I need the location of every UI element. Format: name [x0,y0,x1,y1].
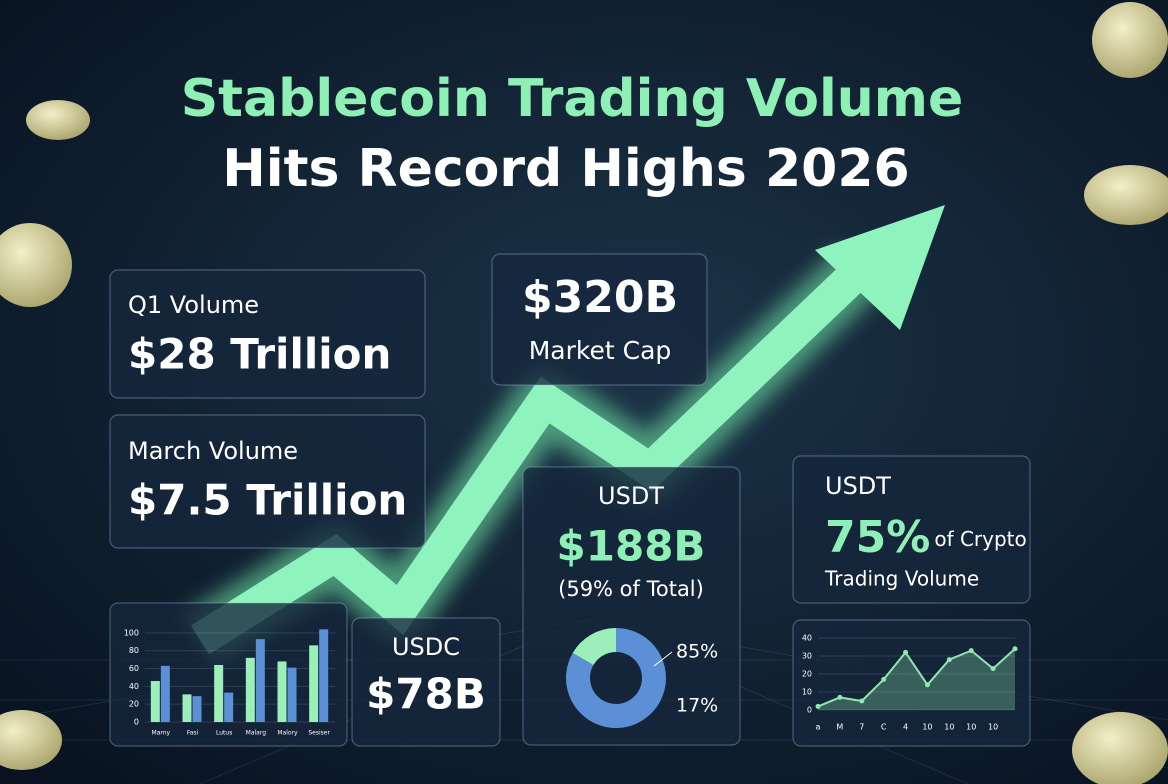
card-value: $320B [522,272,678,323]
card-label: Market Cap [529,336,672,365]
line-point [903,649,909,655]
card [792,455,1031,604]
card-value: $188B [557,522,706,571]
bar [319,629,329,722]
x-tick-label: 7 [859,723,864,732]
y-tick-label: 40 [129,682,139,691]
x-tick-label: Lutus [216,730,232,737]
leader-line [653,651,673,667]
card-value: $7.5 Trillion [128,476,407,525]
bar [287,667,297,722]
x-tick-label: 10 [922,723,932,732]
x-tick-label: 4 [903,723,908,732]
bar [224,692,234,722]
x-tick-label: M [836,723,843,732]
card-label: March Volume [128,437,298,465]
card [491,253,708,386]
title-line-2: Hits Record Highs 2026 [222,139,909,199]
bar [309,645,319,722]
x-tick-label: Malory [277,730,298,737]
card-value-line: 75% of Crypto [825,512,1027,563]
card-value: $78B [366,670,486,719]
bar [277,661,287,722]
x-tick-label: C [881,723,887,732]
x-tick-label: Malarg [246,730,267,737]
y-tick-label: 10 [802,688,812,697]
card-label: Q1 Volume [128,291,259,319]
line-point [1012,646,1018,652]
donut-label: 17% [676,695,718,717]
x-tick-label: Sesiser [308,730,330,737]
line-point [946,657,952,663]
card-label: USDT [825,472,891,500]
donut-segment [572,628,617,666]
card [109,414,426,549]
bar [160,665,170,722]
y-tick-label: 0 [134,718,139,727]
line-point [837,694,843,700]
y-tick-label: 80 [129,646,139,655]
card [351,617,501,747]
y-tick-label: 100 [124,628,139,637]
line-point [881,676,887,682]
y-tick-label: 40 [802,634,812,643]
card [109,269,426,399]
y-tick-label: 30 [802,652,812,661]
y-tick-label: 0 [807,706,812,715]
y-tick-label: 20 [129,700,139,709]
donut-segment [566,628,666,728]
bar [214,664,224,722]
line-point [815,703,821,709]
card-suffix: Trading Volume [824,567,979,591]
bar [192,696,202,722]
trend-arrow [184,205,945,666]
bar [245,657,255,722]
x-tick-label: a [816,723,821,732]
card-suffix: of Crypto [934,527,1026,551]
bar [182,694,192,722]
card-label: USDC [392,633,460,661]
card-label: USDT [598,482,664,510]
line [817,648,1016,708]
line-point [924,682,930,688]
card-note: (59% of Total) [558,577,704,601]
x-tick-label: 10 [988,723,998,732]
x-tick-label: Fasi [187,730,199,737]
line-point [859,698,865,704]
card-value: $28 Trillion [128,330,391,379]
line-area [818,648,1015,710]
bar [150,681,160,722]
x-tick-label: 10 [944,723,954,732]
donut-label: 85% [676,641,718,663]
line-point [990,666,996,672]
line-point [968,648,974,654]
y-tick-label: 20 [802,670,812,679]
title-line-1: Stablecoin Trading Volume [181,69,964,129]
x-tick-label: 10 [966,723,976,732]
x-tick-label: Marny [152,730,171,737]
bar [255,639,265,722]
y-tick-label: 60 [129,664,139,673]
card-value: 75% [825,512,930,563]
